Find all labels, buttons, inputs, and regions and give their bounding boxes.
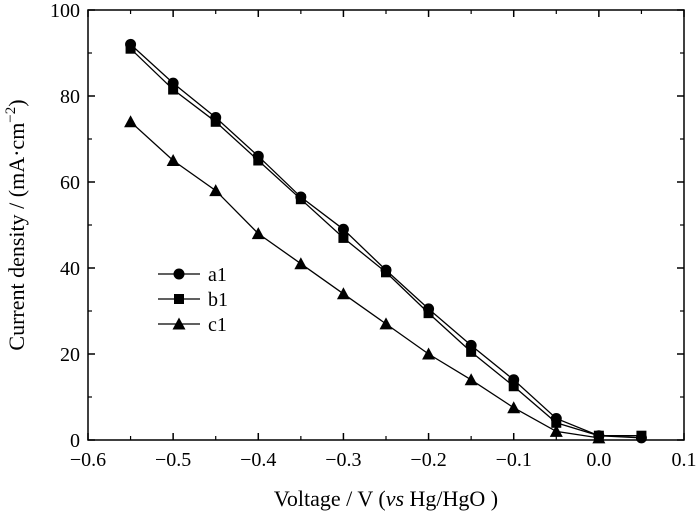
legend-item-a1: a1: [158, 264, 227, 286]
x-axis-title-tail: Hg/HgO ): [410, 486, 499, 511]
x-tick-label: −0.5: [155, 449, 191, 471]
legend-label: c1: [208, 314, 227, 336]
data-point-b1: [210, 116, 221, 127]
data-point-b1: [338, 232, 349, 243]
x-tick-label: 0.0: [586, 449, 611, 471]
x-tick-label: 0.1: [672, 449, 697, 471]
data-point-b1: [423, 308, 434, 319]
legend-marker: [173, 268, 185, 280]
x-tick-label: −0.4: [240, 449, 276, 471]
series-layer: [124, 38, 647, 444]
y-axis-title: Current density / (mA·cm−2): [3, 99, 29, 350]
x-axis-title-vs: vs: [386, 486, 404, 511]
legend-item-b1: b1: [158, 289, 228, 311]
data-point-c1: [251, 227, 265, 240]
data-point-b1: [508, 381, 519, 392]
y-tick-label: 40: [60, 258, 80, 280]
data-point-c1: [422, 347, 436, 360]
series-line-b1: [130, 48, 642, 437]
y-tick-label: 20: [60, 344, 80, 366]
data-point-c1: [209, 184, 223, 197]
tick-labels: −0.6 −0.5 −0.4 −0.3 −0.2 −0.1 0.0 0.1 0 20 40 60 80 1…: [50, 0, 697, 471]
legend-marker: [174, 294, 184, 304]
series-c1: [124, 115, 606, 444]
legend-marker: [172, 317, 186, 330]
data-point-b1: [125, 43, 136, 54]
y-axis-title-close: ): [4, 99, 29, 106]
data-point-b1: [295, 194, 306, 205]
data-point-b1: [253, 155, 264, 166]
x-tick-label: −0.6: [70, 449, 106, 471]
data-point-c1: [294, 257, 308, 270]
series-b1: [125, 43, 647, 441]
x-axis-title-open: (: [373, 486, 386, 511]
series-line-c1: [130, 121, 599, 439]
y-tick-label: 0: [70, 430, 80, 452]
data-point-a1: [337, 223, 349, 235]
data-point-b1: [168, 84, 179, 95]
x-axis-title-main: Voltage / V: [274, 486, 374, 511]
data-point-c1: [336, 287, 350, 300]
data-point-c1: [464, 373, 478, 386]
data-point-b1: [551, 417, 562, 428]
ticks: [87, 9, 685, 441]
legend: a1 b1 c1: [158, 264, 228, 336]
data-point-c1: [507, 401, 521, 414]
data-point-b1: [466, 346, 477, 357]
x-tick-label: −0.1: [496, 449, 532, 471]
y-tick-label: 60: [60, 172, 80, 194]
plot-frame: [87, 9, 685, 441]
series-a1: [125, 38, 647, 444]
legend-label: b1: [208, 289, 228, 311]
y-tick-label: 80: [60, 86, 80, 108]
data-point-c1: [124, 115, 138, 128]
data-point-b1: [381, 267, 391, 278]
y-axis-title-main: Current density / (mA·cm: [4, 123, 29, 351]
legend-label: a1: [208, 264, 227, 286]
x-tick-label: −0.2: [410, 449, 446, 471]
x-axis-title: Voltage / V (vs Hg/HgO ): [274, 486, 498, 511]
series-line-a1: [130, 43, 642, 439]
data-point-c1: [379, 317, 393, 330]
data-point-b1: [636, 430, 647, 441]
y-tick-label: 100: [50, 0, 80, 22]
data-point-c1: [592, 431, 606, 444]
data-point-c1: [549, 424, 563, 437]
y-axis-title-sup: −2: [3, 107, 19, 123]
x-tick-label: −0.3: [325, 449, 361, 471]
legend-item-c1: c1: [158, 314, 227, 336]
data-point-c1: [166, 154, 180, 166]
